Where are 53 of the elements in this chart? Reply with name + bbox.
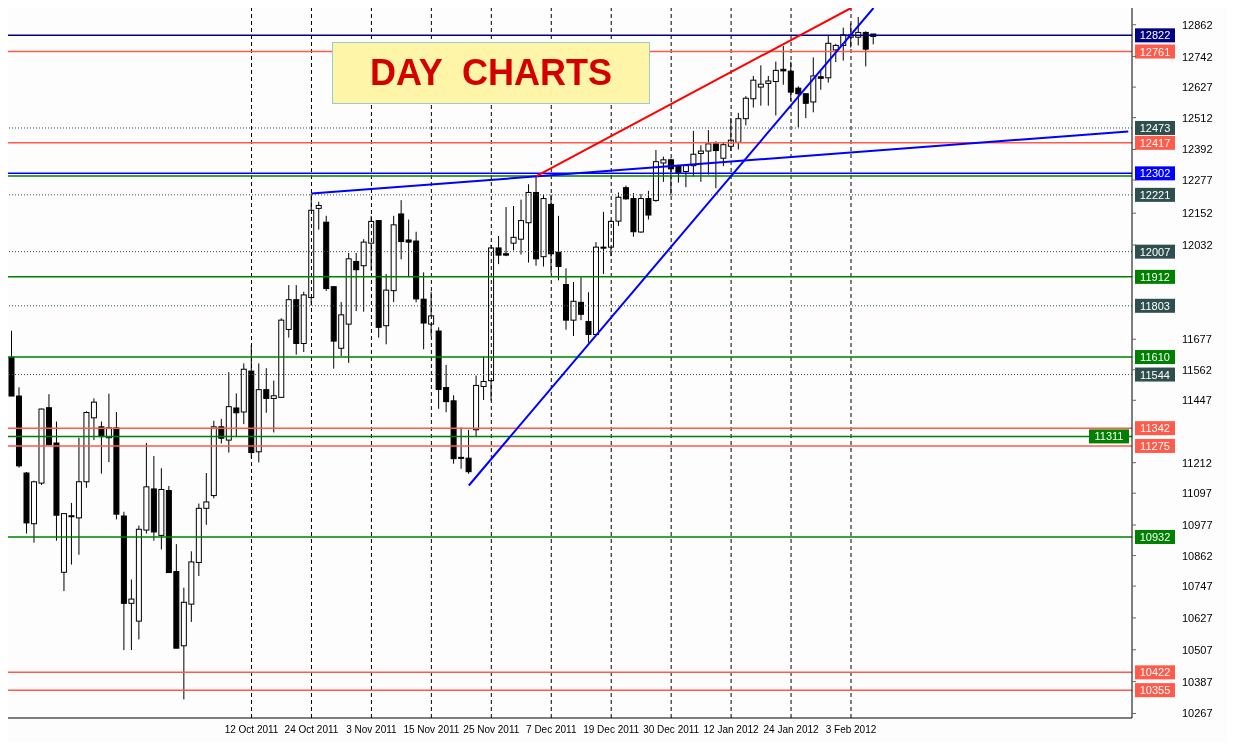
ref-line-label: 11610 [1140,351,1170,364]
y-tick-label: 11097 [1182,487,1212,500]
y-tick-label: 12742 [1182,50,1213,63]
ref-line-label: 11912 [1140,270,1170,283]
y-tick-label: 12512 [1182,111,1213,124]
candlestick [757,64,764,107]
ref-line-label: 12007 [1139,245,1171,258]
x-tick-label: 12 Oct 2011 [224,724,279,736]
x-tick-label: 25 Nov 2011 [463,724,520,736]
candlestick [690,130,697,178]
candlestick [315,201,322,231]
y-tick-label: 12862 [1182,18,1213,31]
y-tick-label: 12152 [1182,207,1213,220]
x-tick-label: 12 Jan 2012 [703,724,760,736]
y-tick-label: 10387 [1182,675,1213,688]
y-tick-label: 10267 [1182,707,1213,720]
x-tick-label: 19 Dec 2011 [583,724,640,736]
x-tick-label: 3 Nov 2011 [346,724,398,736]
y-tick-label: 12277 [1182,173,1213,186]
ref-line-label: 12761 [1139,45,1171,58]
ref-line-label: 10422 [1139,666,1171,679]
y-tick-label: 12627 [1182,81,1213,94]
y-tick-label: 10507 [1182,643,1213,656]
x-tick-label: 15 Nov 2011 [403,724,460,736]
y-tick-label: 11677 [1182,333,1212,346]
ref-line-label: 11803 [1140,299,1170,312]
x-tick-label: 7 Dec 2011 [526,724,577,736]
x-tick-label: 3 Feb 2012 [825,724,877,736]
ref-line-label: 11311 [1094,430,1124,443]
y-tick-label: 10627 [1182,611,1213,624]
y-tick-label: 10977 [1182,519,1213,532]
ref-line-label: 10932 [1139,530,1171,543]
ref-line-label: 11544 [1140,368,1170,381]
ref-line-label: 12221 [1139,188,1171,201]
y-tick-label: 10747 [1182,580,1213,593]
ref-line-label: 11275 [1140,439,1170,452]
y-tick-label: 11212 [1182,456,1212,469]
ref-line-label: 11342 [1140,422,1170,435]
y-tick-label: 11562 [1182,363,1212,376]
ref-line-label: 12822 [1139,29,1171,42]
x-tick-label: 24 Oct 2011 [284,724,339,736]
y-tick-label: 12392 [1182,143,1213,156]
ref-line-label: 12473 [1139,121,1171,134]
ref-line-label: 12417 [1139,136,1171,149]
candlestick [765,75,772,107]
y-tick-label: 11447 [1182,394,1212,407]
ref-line-label: 12302 [1139,167,1171,180]
x-tick-label: 24 Jan 2012 [763,724,820,736]
annotation: DAY CHARTS [332,42,650,104]
y-tick-label: 10862 [1182,549,1213,562]
x-tick-label: 30 Dec 2011 [643,724,700,736]
ref-line-label: 10355 [1139,684,1171,697]
y-tick-label: 12032 [1182,239,1213,252]
